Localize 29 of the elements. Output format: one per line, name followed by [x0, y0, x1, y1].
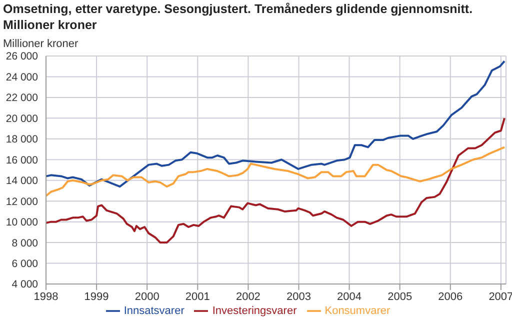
x-tick-label: 1999 — [84, 290, 109, 303]
y-tick-label: 10 000 — [6, 216, 38, 229]
y-tick-label: 6 000 — [12, 258, 38, 270]
x-tick-label: 2004 — [337, 290, 362, 303]
x-tick-label: 2006 — [438, 290, 463, 303]
line-series — [46, 117, 506, 244]
x-tick-label: 1998 — [34, 290, 58, 303]
y-tick-label: 16 000 — [6, 154, 38, 166]
x-tick-label: 2005 — [388, 290, 412, 303]
x-tick-label: 2002 — [236, 290, 260, 303]
y-tick-label: 14 000 — [6, 175, 38, 188]
y-tick-label: 22 000 — [6, 92, 38, 104]
y-tick-label: 12 000 — [6, 196, 38, 208]
line-series — [46, 146, 506, 197]
chart-title: Omsetning, etter varetype. Sesongjustert. Tremåneders glidende gjennomsnitt. Millioner kroner — [2, 1, 474, 34]
y-tick-label: 4 000 — [12, 278, 38, 291]
y-tick-label: 20 000 — [6, 112, 38, 125]
y-tick-label: 18 000 — [6, 134, 38, 146]
legend-label: Konsumvarer — [324, 304, 390, 317]
x-tick-label: 2001 — [185, 290, 210, 303]
y-tick-label: 24 000 — [6, 71, 38, 84]
x-tick-label: 2003 — [286, 290, 311, 303]
y-tick-label: 26 000 — [6, 50, 38, 63]
legend-label: Innsatsvarer — [124, 304, 184, 317]
x-tick-label: 2000 — [134, 290, 160, 303]
y-axis-title: Millioner kroner — [2, 37, 80, 50]
line-series — [46, 60, 506, 188]
y-tick-label: 8 000 — [12, 237, 38, 250]
legend-label: Investeringsvarer — [212, 304, 297, 317]
